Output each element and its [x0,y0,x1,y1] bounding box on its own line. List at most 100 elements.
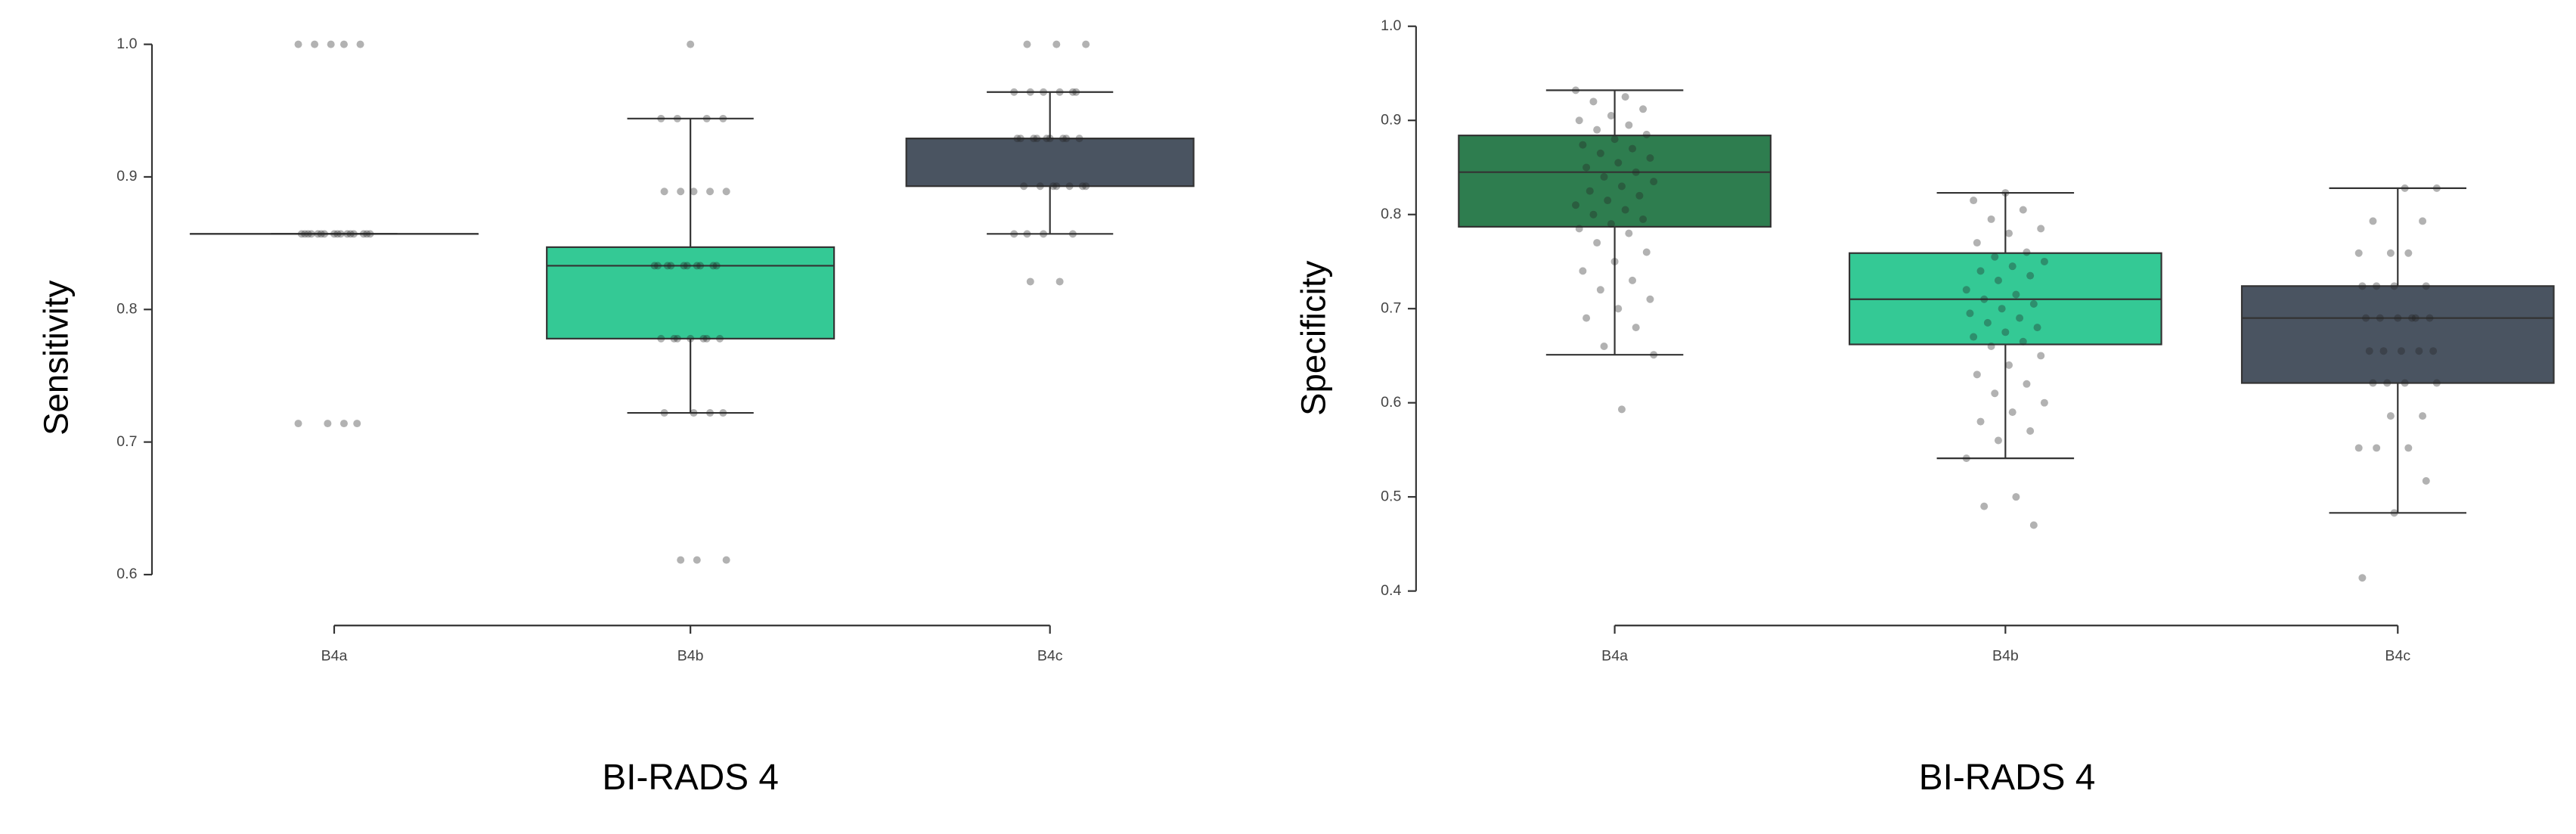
y-tick-label: 0.7 [116,433,137,450]
data-point [663,262,671,270]
data-point [1056,88,1064,96]
data-point [1629,276,1637,284]
data-point [1575,116,1583,125]
data-point [1632,168,1640,176]
data-point [2365,347,2373,355]
data-point [709,262,718,270]
y-tick-label: 0.5 [1381,488,1401,504]
data-point [1075,135,1083,143]
y-tick-label: 0.6 [1381,394,1401,411]
data-point [2401,379,2409,387]
data-point [346,230,355,238]
data-point [1970,197,1978,205]
data-point [1994,276,2002,284]
data-point [2386,249,2395,257]
data-point [2376,314,2384,322]
data-point [2029,521,2038,529]
data-point [2408,314,2416,322]
data-point [706,188,715,196]
data-point [1030,135,1038,143]
data-point [2422,477,2430,485]
data-point [2001,189,2010,197]
box [546,246,835,339]
data-point [1604,197,1612,205]
data-point [722,556,730,564]
data-point [1026,277,1034,286]
data-point [1625,229,1633,237]
data-point [2404,249,2413,257]
data-point [1607,220,1615,228]
data-point [1010,88,1018,96]
data-point [657,334,665,343]
y-tick-label: 0.8 [1381,206,1401,222]
x-axis-label: BI-RADS 4 [602,758,779,798]
data-point [650,262,659,270]
data-point [1614,305,1623,313]
data-point [1991,389,1999,398]
data-point [1650,178,1658,186]
data-point [1976,417,1985,426]
data-point [1059,135,1067,143]
data-point [2008,262,2016,271]
data-point [1639,215,1648,223]
data-point [333,230,342,238]
data-point [2422,282,2430,290]
data-point [1966,309,1974,318]
data-point [1650,351,1658,359]
data-point [1976,267,1985,275]
data-point [696,262,705,270]
data-point [1614,159,1623,167]
data-point [660,409,668,417]
x-tick-label: B4b [1992,648,2019,665]
data-point [2369,217,2377,225]
data-point [687,334,695,343]
data-point [317,230,325,238]
data-point [667,262,675,270]
data-point [1987,215,1995,223]
data-point [2379,347,2388,355]
y-tick-label: 0.9 [1381,111,1401,128]
data-point [1617,405,1626,414]
data-point [2026,271,2035,280]
data-point [1973,239,1981,247]
data-point [2358,574,2367,582]
data-point [702,334,711,343]
data-point [1082,182,1090,191]
data-point [294,420,302,428]
data-point [1635,191,1644,200]
y-tick-label: 0.4 [1381,582,1401,599]
data-point [353,420,361,428]
x-tick-label: B4a [1601,648,1628,665]
data-point [716,334,724,343]
data-point [657,114,665,122]
x-tick-label: B4c [2385,648,2410,665]
y-tick-label: 0.8 [116,300,137,317]
box [2240,285,2555,384]
data-point [1040,88,1048,96]
data-point [2016,314,2024,322]
data-point [1043,135,1051,143]
data-point [1998,305,2006,313]
data-point [2426,314,2434,322]
data-point [683,262,691,270]
data-point [1980,502,1989,510]
data-point [1072,88,1080,96]
data-point [2040,257,2048,265]
data-point [2404,444,2413,452]
data-point [1052,40,1061,48]
data-point [307,230,315,238]
data-point [1987,342,1995,350]
data-point [1610,257,1619,265]
data-point [1607,112,1615,119]
data-point [1036,182,1044,191]
data-point [1033,135,1041,143]
data-point [2383,379,2392,387]
data-point [1062,135,1071,143]
x-tick-label: B4a [321,648,348,665]
data-point [653,262,662,270]
data-point [1049,182,1057,191]
data-point [693,556,701,564]
data-point [1600,172,1608,181]
data-point [1593,126,1601,134]
y-tick-label: 1.0 [1381,17,1401,34]
